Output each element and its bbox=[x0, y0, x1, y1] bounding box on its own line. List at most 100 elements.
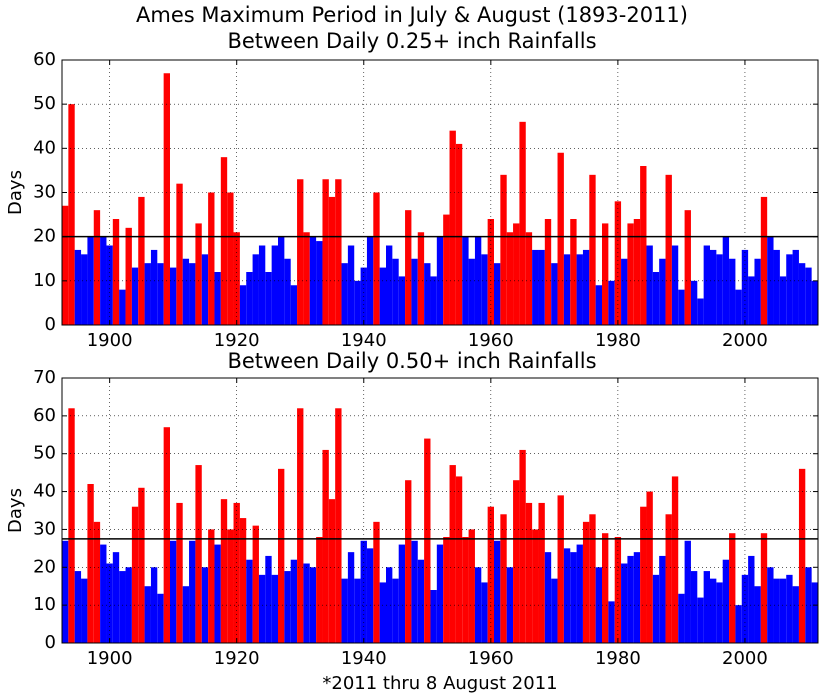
bar bbox=[576, 544, 583, 643]
bar bbox=[652, 272, 660, 325]
bar bbox=[798, 263, 806, 325]
bar bbox=[150, 249, 158, 325]
x-axis-label: *2011 thru 8 August 2011 bbox=[322, 673, 557, 694]
bar bbox=[735, 289, 742, 325]
bar bbox=[576, 254, 583, 325]
bar bbox=[290, 285, 298, 325]
bar bbox=[360, 540, 367, 643]
bar bbox=[532, 529, 539, 643]
bar bbox=[551, 578, 558, 643]
bar bbox=[652, 574, 660, 643]
bar bbox=[297, 408, 304, 643]
bar bbox=[513, 223, 520, 325]
bar bbox=[74, 571, 82, 643]
bar bbox=[582, 249, 590, 325]
bar bbox=[690, 280, 698, 325]
y-tick-label: 10 bbox=[33, 594, 56, 615]
bar bbox=[335, 179, 342, 325]
bar bbox=[303, 563, 310, 643]
bar bbox=[449, 465, 456, 643]
bar bbox=[786, 574, 793, 643]
bar bbox=[506, 232, 514, 325]
chart-title: Ames Maximum Period in July & August (18… bbox=[136, 3, 688, 27]
bar bbox=[811, 280, 818, 325]
bar bbox=[220, 157, 228, 325]
bar bbox=[436, 236, 444, 325]
bar bbox=[659, 258, 666, 325]
bar bbox=[131, 506, 139, 643]
plot-frame bbox=[61, 59, 819, 326]
bar bbox=[87, 484, 94, 643]
bar bbox=[347, 552, 355, 643]
bar bbox=[93, 521, 101, 643]
bar bbox=[436, 544, 444, 643]
bar bbox=[697, 597, 704, 643]
bar bbox=[665, 174, 672, 325]
bar bbox=[233, 232, 240, 325]
bar bbox=[798, 468, 806, 643]
y-tick-label: 60 bbox=[33, 405, 56, 426]
bar bbox=[125, 227, 132, 325]
bar bbox=[729, 258, 736, 325]
x-tick-label: 1980 bbox=[595, 330, 641, 351]
bar bbox=[646, 245, 653, 325]
bar bbox=[659, 555, 666, 643]
bar bbox=[424, 263, 431, 325]
bar bbox=[328, 499, 336, 643]
bar bbox=[195, 223, 202, 325]
bar bbox=[284, 258, 291, 325]
bar bbox=[754, 586, 761, 643]
bar bbox=[405, 210, 412, 325]
bar bbox=[258, 245, 266, 325]
bar bbox=[722, 559, 730, 643]
bar bbox=[392, 258, 399, 325]
bar bbox=[68, 408, 75, 643]
bar bbox=[68, 104, 75, 326]
bar bbox=[589, 174, 596, 325]
bar bbox=[131, 267, 139, 325]
bar bbox=[506, 567, 514, 643]
bar bbox=[760, 533, 768, 643]
bar bbox=[646, 491, 653, 643]
x-tick-label: 1920 bbox=[214, 648, 260, 669]
bar bbox=[678, 593, 685, 643]
bar bbox=[494, 540, 501, 643]
bar bbox=[671, 245, 679, 325]
bar bbox=[792, 586, 799, 643]
x-tick-label: 2000 bbox=[722, 330, 768, 351]
bar bbox=[278, 236, 285, 325]
bar bbox=[62, 205, 69, 325]
bar bbox=[316, 241, 323, 325]
bar bbox=[513, 480, 520, 643]
bar bbox=[494, 263, 501, 325]
bar bbox=[239, 518, 247, 643]
bar bbox=[119, 289, 126, 325]
bar bbox=[424, 438, 431, 643]
bar bbox=[741, 249, 749, 325]
bar bbox=[570, 552, 577, 643]
y-tick-label: 70 bbox=[33, 367, 56, 388]
bar bbox=[595, 285, 602, 325]
bar bbox=[392, 578, 399, 643]
bar bbox=[106, 245, 113, 325]
bar bbox=[716, 582, 723, 643]
bar bbox=[328, 196, 336, 325]
x-tick-label: 1960 bbox=[468, 648, 514, 669]
bar bbox=[170, 540, 177, 643]
subplot-title: Between Daily 0.50+ inch Rainfalls bbox=[227, 349, 596, 373]
bar bbox=[201, 567, 209, 643]
bar bbox=[341, 578, 348, 643]
bar bbox=[271, 574, 278, 643]
bar bbox=[189, 263, 196, 325]
bar bbox=[239, 285, 247, 325]
bar bbox=[722, 236, 730, 325]
bar bbox=[710, 578, 717, 643]
bar bbox=[468, 258, 475, 325]
bar bbox=[538, 502, 545, 643]
bar bbox=[398, 276, 406, 325]
y-tick-label: 20 bbox=[33, 226, 56, 247]
bar bbox=[760, 196, 768, 325]
bar bbox=[811, 582, 818, 643]
bar bbox=[544, 219, 552, 325]
